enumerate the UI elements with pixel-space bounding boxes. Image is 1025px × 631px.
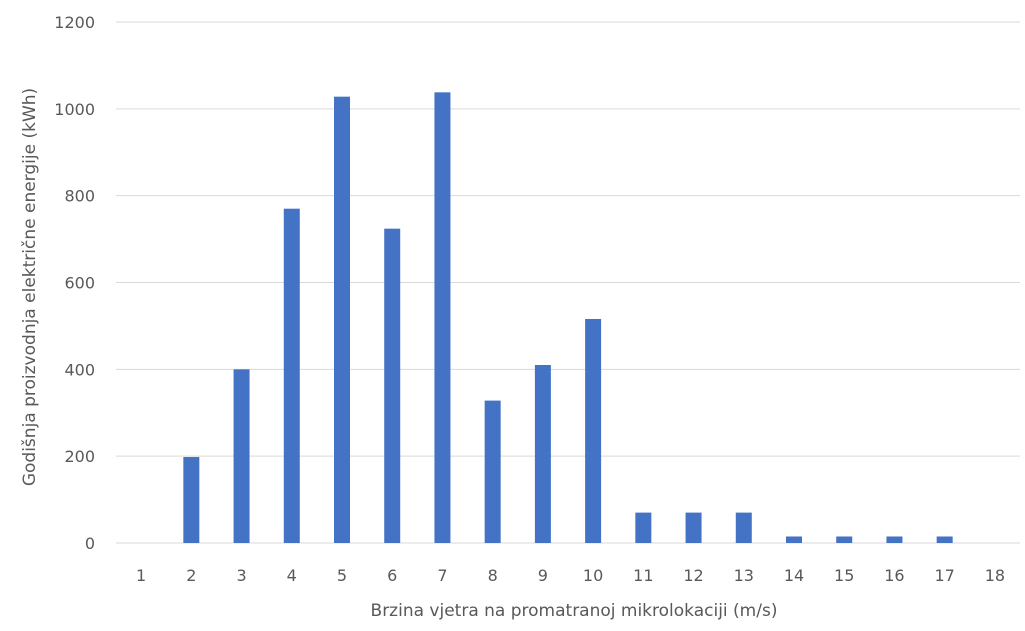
- bar-4: [283, 208, 300, 544]
- x-axis-ticks: 1 2 3 4 5 6 7 8 9 10 11 12 13 14 15 16 17 18: [136, 566, 1005, 585]
- y-tick-label: 800: [64, 187, 95, 206]
- bar-10: [585, 318, 602, 543]
- x-tick-label: 17: [934, 566, 954, 585]
- y-tick-label: 200: [64, 447, 95, 466]
- y-tick-label: 600: [64, 274, 95, 293]
- x-tick-label: 10: [583, 566, 603, 585]
- bar-3: [233, 369, 250, 543]
- x-tick-label: 6: [387, 566, 397, 585]
- x-tick-label: 3: [236, 566, 246, 585]
- bar-7: [434, 92, 451, 544]
- y-tick-label: 400: [64, 360, 95, 379]
- bar-2: [183, 457, 200, 543]
- bars: [183, 92, 953, 544]
- bar-8: [484, 400, 501, 543]
- bar-13: [735, 512, 752, 543]
- bar-6: [384, 228, 401, 543]
- bar-11: [635, 512, 652, 543]
- x-tick-label: 4: [287, 566, 297, 585]
- x-tick-label: 11: [633, 566, 653, 585]
- y-axis-ticks: 0 200 400 600 800 1000 1200: [54, 13, 95, 553]
- bar-9: [534, 364, 551, 543]
- x-tick-label: 12: [683, 566, 703, 585]
- y-tick-label: 0: [85, 534, 95, 553]
- x-tick-label: 5: [337, 566, 347, 585]
- y-tick-label: 1000: [54, 100, 95, 119]
- x-tick-label: 7: [437, 566, 447, 585]
- x-tick-label: 15: [834, 566, 854, 585]
- x-tick-label: 2: [186, 566, 196, 585]
- y-tick-label: 1200: [54, 13, 95, 32]
- x-tick-label: 14: [784, 566, 804, 585]
- gridlines: [116, 21, 1020, 544]
- bar-14: [786, 536, 802, 543]
- x-tick-label: 18: [985, 566, 1005, 585]
- y-axis-title: Godišnja proizvodnja električne energije…: [20, 88, 40, 486]
- bar-5: [334, 96, 350, 543]
- x-tick-label: 9: [538, 566, 548, 585]
- x-tick-label: 16: [884, 566, 904, 585]
- x-tick-label: 8: [488, 566, 498, 585]
- bar-17: [936, 536, 953, 543]
- x-tick-label: 13: [734, 566, 754, 585]
- x-axis-title: Brzina vjetra na promatranoj mikrolokaci…: [371, 601, 778, 621]
- bar-16: [886, 536, 903, 543]
- x-tick-label: 1: [136, 566, 146, 585]
- bar-15: [836, 536, 853, 543]
- bar-12: [685, 512, 702, 543]
